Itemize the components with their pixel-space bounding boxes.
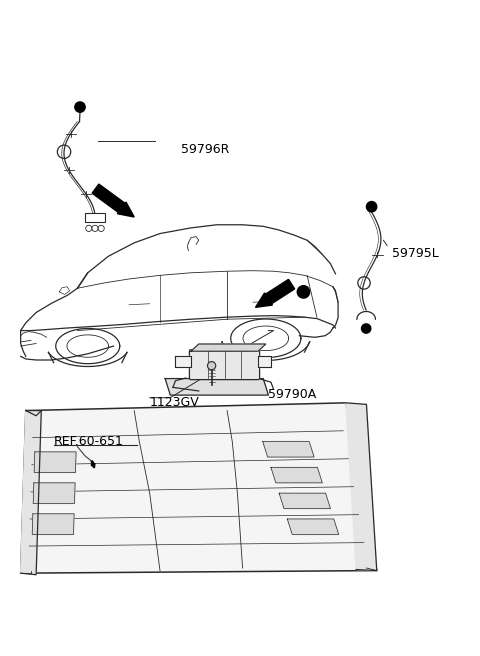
Text: 59795L: 59795L <box>392 247 439 260</box>
FancyArrow shape <box>255 279 295 308</box>
Polygon shape <box>34 452 76 472</box>
Polygon shape <box>32 514 74 535</box>
Circle shape <box>297 285 310 298</box>
Text: 59796R: 59796R <box>180 144 229 156</box>
Polygon shape <box>263 441 314 457</box>
Circle shape <box>75 102 85 112</box>
Circle shape <box>361 324 371 333</box>
Polygon shape <box>176 356 191 367</box>
Polygon shape <box>165 379 268 395</box>
Polygon shape <box>279 493 331 508</box>
Polygon shape <box>288 519 339 535</box>
Polygon shape <box>191 344 266 351</box>
FancyArrow shape <box>91 461 95 468</box>
FancyArrow shape <box>92 184 134 217</box>
Text: REF.60-651: REF.60-651 <box>54 435 124 448</box>
Polygon shape <box>258 356 271 367</box>
FancyBboxPatch shape <box>190 350 260 380</box>
Polygon shape <box>33 483 75 504</box>
Text: 1123GV: 1123GV <box>150 396 199 409</box>
Polygon shape <box>21 411 41 575</box>
Text: 59790A: 59790A <box>268 388 317 401</box>
Circle shape <box>366 201 377 212</box>
Bar <box>84 213 105 222</box>
Polygon shape <box>21 403 377 573</box>
Polygon shape <box>346 403 377 571</box>
Polygon shape <box>271 467 322 483</box>
Circle shape <box>207 361 216 370</box>
